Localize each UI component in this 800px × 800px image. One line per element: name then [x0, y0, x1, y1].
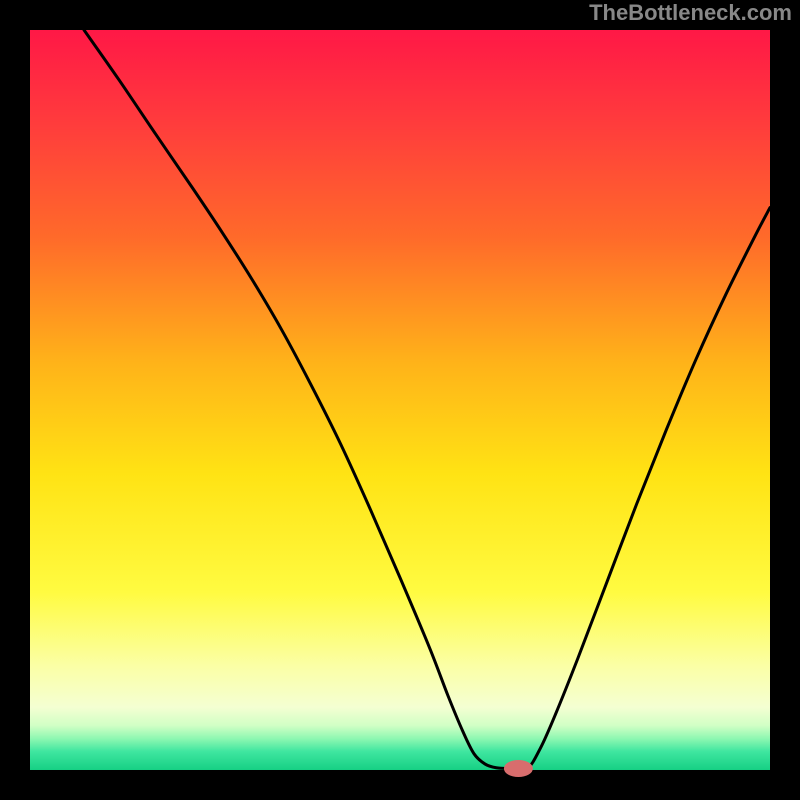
watermark-text: TheBottleneck.com — [589, 0, 792, 26]
bottleneck-chart — [0, 0, 800, 800]
gradient-background — [30, 30, 770, 770]
optimal-marker — [504, 761, 532, 777]
chart-frame: TheBottleneck.com — [0, 0, 800, 800]
